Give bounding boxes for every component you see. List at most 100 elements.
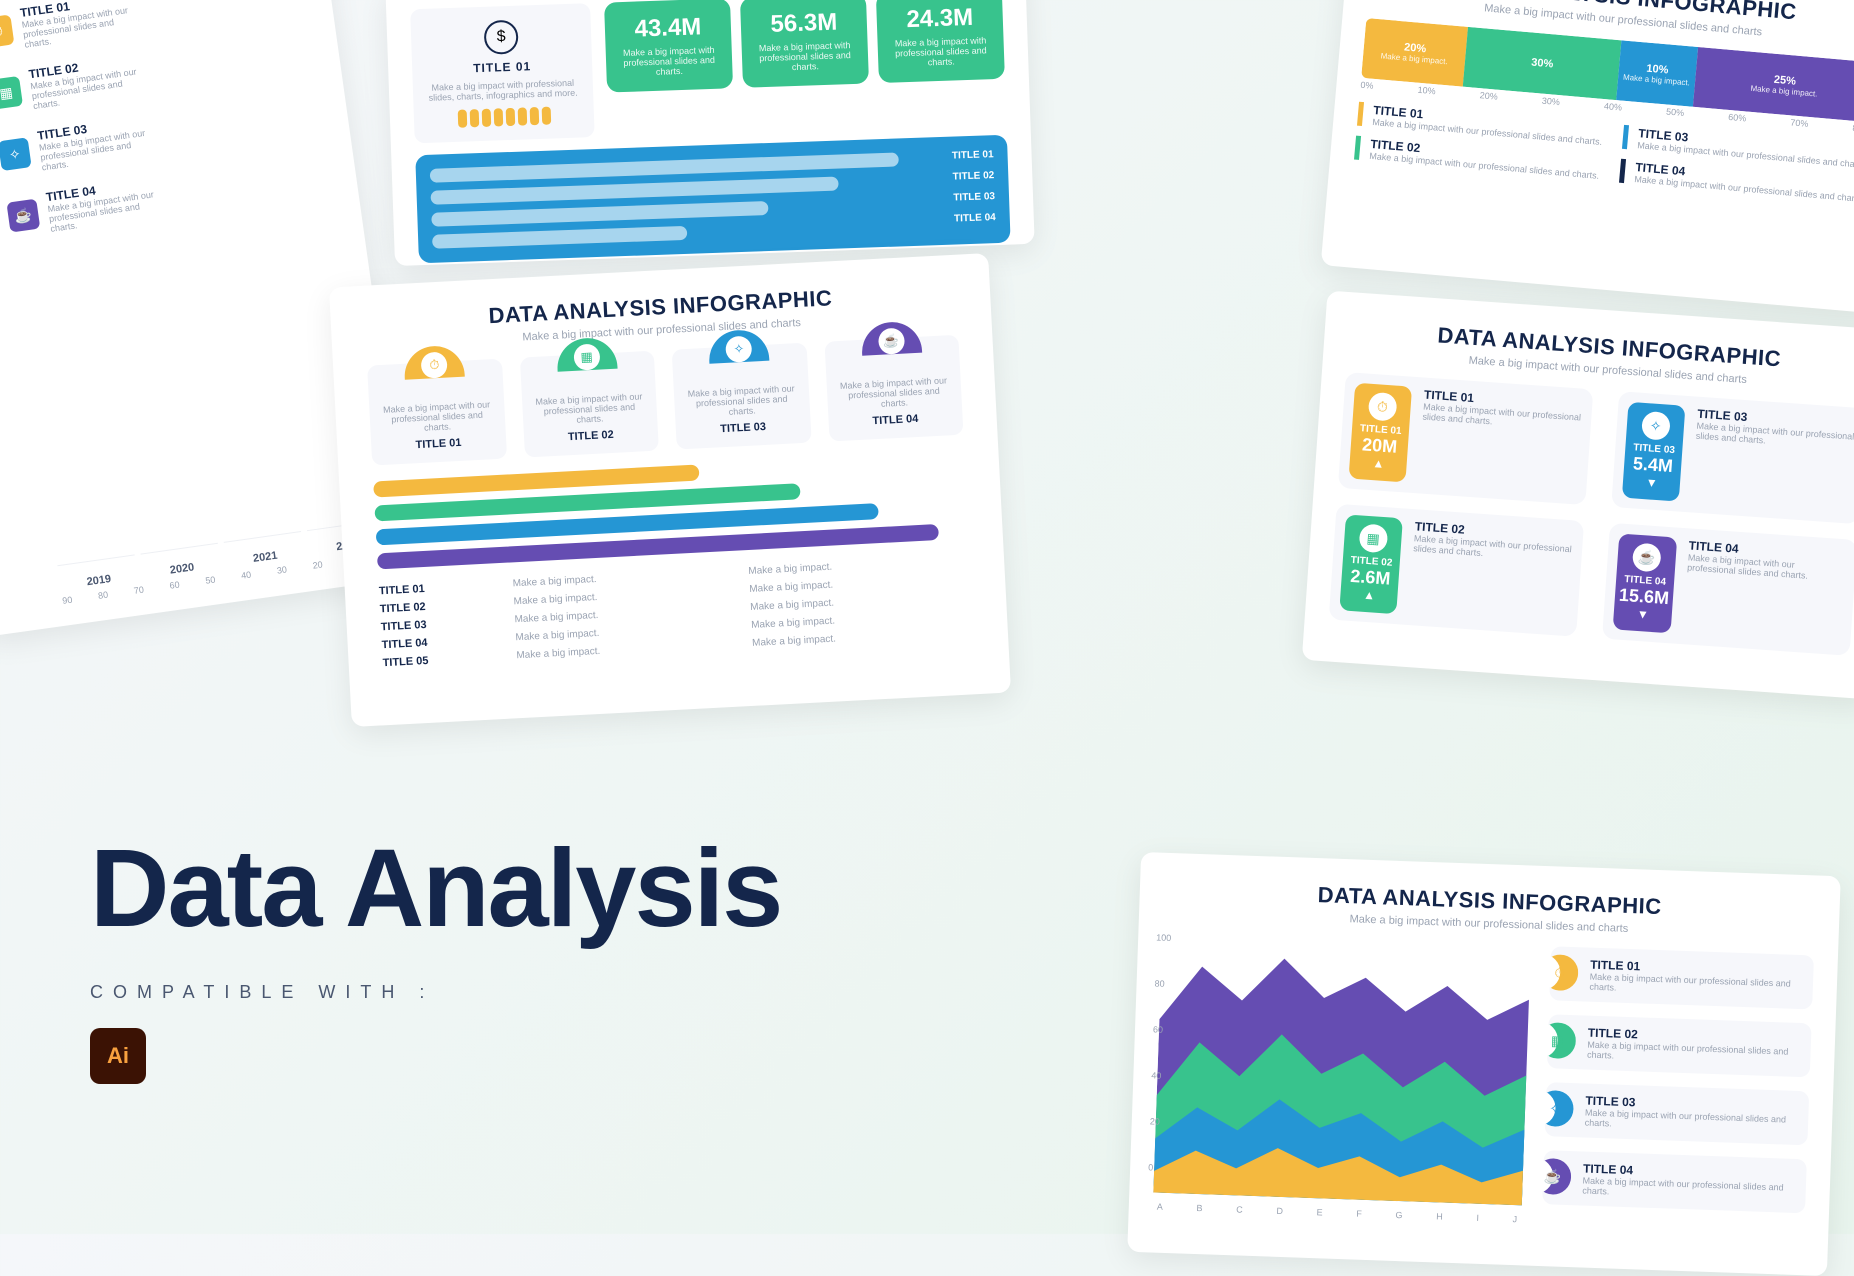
illustrator-icon: Ai [90, 1028, 146, 1084]
arrow-icon: ▼ [1645, 475, 1658, 490]
segment-pct: 30% [1531, 57, 1554, 71]
card-stacked-pct: DATA ANALYSIS INFOGRAPHIC Make a big imp… [1321, 0, 1854, 314]
legend-item: ☕ TITLE 04 Make a big impact with our pr… [1542, 1150, 1807, 1213]
badge-icon: ✧ [1641, 411, 1671, 441]
semi-desc: Make a big impact with our professional … [379, 399, 495, 435]
bar [180, 547, 196, 549]
card-number-badges: DATA ANALYSIS INFOGRAPHIC Make a big imp… [1302, 291, 1854, 700]
x-tick: D [1276, 1206, 1283, 1216]
y-tick: 80 [1154, 978, 1169, 989]
legend-item: ⏱ TITLE 01 Make a big impact with our pr… [1549, 946, 1814, 1009]
stack-segment: 30% [1463, 27, 1621, 100]
tick: 50 [205, 574, 216, 585]
x-tick: I [1476, 1213, 1479, 1223]
value-badge: ▦ TITLE 02 2.6M ▲ [1339, 514, 1403, 614]
progress-bar [431, 201, 768, 227]
stat-value: 56.3M [756, 8, 851, 39]
bar [283, 532, 299, 534]
legend-item: ▦ TITLE 02 Make a big impact with our pr… [1547, 1014, 1812, 1077]
stat-value: 24.3M [892, 3, 987, 34]
axis-tick: 0% [1360, 80, 1374, 91]
legend-item: ▦ TITLE 02 Make a big impact with our pr… [0, 52, 143, 116]
tick: 70 [133, 585, 144, 596]
badge-value: 2.6M [1350, 566, 1391, 590]
tick: 40 [240, 569, 251, 580]
hero-title: Data Analysis [90, 825, 781, 952]
axis-tick: 20% [1479, 90, 1498, 102]
semi-cap-icon: ▦ [556, 337, 618, 372]
stat-sub: Make a big impact with professional slid… [622, 45, 717, 78]
bar [307, 529, 323, 531]
x-tick: G [1395, 1210, 1402, 1220]
x-tick: H [1436, 1211, 1443, 1221]
bar-chart: 2019202020212022 [5, 144, 385, 566]
tick: 90 [62, 595, 73, 606]
legend-item: ✧ TITLE 03 Make a big impact with our pr… [0, 114, 151, 178]
legend-item: ✧ TITLE 03 Make a big impact with our pr… [1544, 1082, 1809, 1145]
semi-card: ☕ Make a big impact with our professiona… [824, 335, 964, 442]
year-label: 2021 [252, 550, 278, 565]
progress-dots [428, 106, 581, 129]
y-tick: 0 [1148, 1162, 1163, 1173]
segment-sub: Make a big impact. [1380, 51, 1448, 66]
dot [493, 108, 503, 126]
legend-half-icon: ☕ [1534, 1158, 1571, 1195]
axis-tick: 10% [1417, 85, 1436, 97]
tick: 30 [276, 564, 287, 575]
y-tick: 60 [1153, 1024, 1168, 1035]
stat-tile: 24.3M Make a big impact with professiona… [876, 0, 1005, 83]
dot [529, 107, 539, 125]
semi-title: TITLE 03 [686, 419, 801, 437]
compat-label: COMPATIBLE WITH : [90, 982, 781, 1003]
card-area-chart: DATA ANALYSIS INFOGRAPHIC Make a big imp… [1127, 852, 1841, 1276]
axis-tick: 50% [1666, 107, 1685, 119]
dot [517, 107, 527, 125]
arrow-icon: ▲ [1363, 588, 1376, 603]
bar [244, 538, 260, 540]
bar-label: TITLE 01 [952, 149, 994, 161]
x-tick: J [1512, 1214, 1517, 1224]
semi-desc: Make a big impact with our professional … [531, 391, 647, 427]
x-tick: B [1196, 1203, 1202, 1213]
dot [469, 109, 479, 127]
semi-cap-icon: ☕ [860, 321, 922, 356]
stat-tiles: 43.4M Make a big impact with professiona… [604, 0, 1005, 93]
bar [97, 558, 113, 560]
bar [200, 544, 216, 546]
stat-tile: 43.4M Make a big impact with professiona… [604, 0, 733, 93]
card-stats-top: $ TITLE 01 Make a big impact with profes… [385, 0, 1034, 266]
segment-sub: Make a big impact. [1750, 83, 1818, 98]
value-badge: ☕ TITLE 04 15.6M ▼ [1613, 534, 1678, 634]
legend-item: ⏱ TITLE 01 Make a big impact with our pr… [0, 0, 134, 55]
dot [481, 109, 491, 127]
dollar-icon: $ [484, 20, 519, 55]
table-row-title: TITLE 03 [380, 615, 500, 633]
semi-title: TITLE 02 [533, 427, 648, 445]
progress-bar [432, 226, 687, 249]
semi-desc: Make a big impact with our professional … [684, 383, 800, 419]
arrow-icon: ▲ [1372, 456, 1385, 471]
semi-cap-icon: ✧ [708, 329, 770, 364]
table-row-title: TITLE 02 [380, 597, 500, 615]
table-row-title: TITLE 01 [379, 579, 499, 597]
bar [57, 564, 73, 566]
semi-cards: ⏱ Make a big impact with our professiona… [367, 335, 963, 466]
axis-tick: 60% [1728, 112, 1747, 124]
x-tick: A [1157, 1202, 1163, 1212]
stack-segment: 20% Make a big impact. [1361, 18, 1468, 87]
dot [457, 110, 467, 128]
value-badge: ✧ TITLE 03 5.4M ▼ [1622, 402, 1686, 502]
year-label: 2020 [169, 561, 195, 576]
bar [160, 550, 176, 552]
bar-label: TITLE 03 [953, 191, 995, 203]
badge-grid: ⏱ TITLE 01 20M ▲ TITLE 01 Make a big imp… [1329, 372, 1854, 656]
table-row-title: TITLE 05 [382, 651, 502, 669]
bar-label: TITLE 02 [952, 170, 994, 182]
progress-bar [430, 177, 838, 205]
semi-desc: Make a big impact with our professional … [836, 375, 952, 411]
y-tick: 20 [1150, 1116, 1165, 1127]
tick: 20 [312, 559, 323, 570]
semi-card: ✧ Make a big impact with our professiona… [672, 343, 812, 450]
axis-tick: 30% [1541, 96, 1560, 108]
bar [117, 556, 133, 558]
